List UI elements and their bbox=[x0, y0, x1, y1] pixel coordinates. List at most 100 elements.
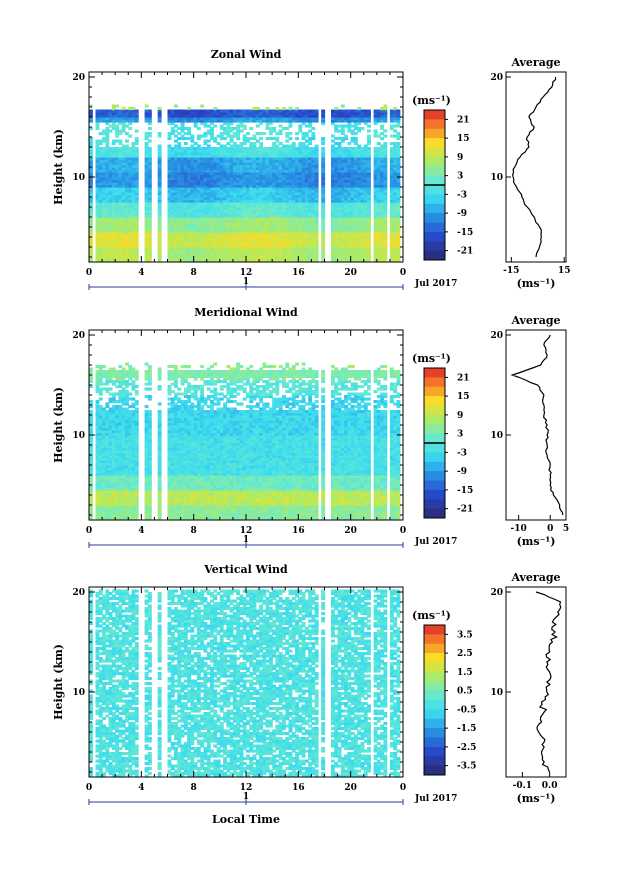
heatmap-cell bbox=[183, 159, 188, 163]
heatmap-cell bbox=[291, 182, 296, 186]
heatmap-cell bbox=[380, 249, 384, 253]
heatmap-cell bbox=[268, 172, 273, 176]
heatmap-cell bbox=[396, 169, 401, 173]
heatmap-cell bbox=[291, 144, 296, 148]
heatmap-cell bbox=[288, 159, 293, 163]
heatmap-cell bbox=[180, 124, 185, 128]
heatmap-cell bbox=[105, 182, 110, 186]
heatmap-cell bbox=[89, 417, 93, 421]
heatmap-cell bbox=[170, 154, 175, 158]
heatmap-cell bbox=[242, 254, 247, 258]
heatmap-cell bbox=[393, 142, 398, 146]
heatmap-cell bbox=[311, 174, 316, 178]
heatmap-cell bbox=[102, 257, 106, 261]
heatmap-cell bbox=[206, 229, 211, 233]
heatmap-cell bbox=[102, 497, 106, 501]
heatmap-cell bbox=[128, 119, 133, 123]
heatmap-cell bbox=[308, 217, 312, 221]
heatmap-cell bbox=[314, 249, 319, 253]
heatmap-cell bbox=[200, 204, 205, 208]
heatmap-cell bbox=[301, 169, 306, 173]
heatmap-cell bbox=[167, 227, 172, 231]
heatmap-cell bbox=[206, 224, 211, 228]
heatmap-cell bbox=[213, 239, 218, 243]
heatmap-cell bbox=[187, 239, 191, 243]
heatmap-cell bbox=[180, 114, 185, 118]
heatmap-cell bbox=[340, 169, 345, 173]
heatmap-cell bbox=[367, 157, 371, 161]
heatmap-cell bbox=[203, 202, 208, 206]
heatmap-cell bbox=[206, 172, 211, 176]
heatmap-cell bbox=[331, 249, 335, 253]
heatmap-cell bbox=[180, 127, 185, 131]
heatmap-cell bbox=[396, 157, 401, 161]
heatmap-cell bbox=[347, 184, 352, 188]
heatmap-cell bbox=[350, 207, 355, 211]
heatmap-cell bbox=[118, 167, 123, 171]
heatmap-cell bbox=[223, 122, 227, 126]
heatmap-cell bbox=[249, 184, 254, 188]
heatmap-cell bbox=[301, 224, 306, 228]
heatmap-cell bbox=[255, 152, 260, 156]
heatmap-cell bbox=[115, 192, 120, 196]
heatmap-cell bbox=[95, 450, 100, 454]
heatmap-cell bbox=[304, 229, 309, 233]
heatmap-cell bbox=[223, 244, 227, 248]
heatmap-cell bbox=[95, 485, 100, 489]
heatmap-cell bbox=[389, 177, 394, 181]
heatmap-cell bbox=[321, 217, 326, 221]
heatmap-cell bbox=[206, 152, 211, 156]
heatmap-cell bbox=[213, 154, 218, 158]
heatmap-cell bbox=[108, 212, 113, 216]
heatmap-cell bbox=[334, 184, 339, 188]
heatmap-cell bbox=[285, 197, 290, 201]
heatmap-cell bbox=[187, 164, 191, 168]
heatmap-cell bbox=[229, 149, 234, 153]
heatmap-cell bbox=[295, 229, 299, 233]
heatmap-cell bbox=[389, 114, 394, 118]
heatmap-cell bbox=[246, 214, 250, 218]
heatmap-cell bbox=[272, 184, 277, 188]
heatmap-cell bbox=[170, 224, 175, 228]
heatmap-cell bbox=[350, 217, 355, 221]
heatmap-cell bbox=[334, 254, 339, 258]
heatmap-cell bbox=[125, 112, 129, 116]
heatmap-cell bbox=[134, 249, 139, 253]
heatmap-cell bbox=[282, 209, 286, 213]
heatmap-cell bbox=[236, 134, 241, 138]
heatmap-cell bbox=[102, 480, 106, 484]
heatmap-cell bbox=[203, 159, 208, 163]
heatmap-cell bbox=[376, 249, 381, 253]
heatmap-cell bbox=[170, 244, 175, 248]
heatmap-cell bbox=[131, 234, 136, 238]
heatmap-cell bbox=[177, 184, 182, 188]
heatmap-cell bbox=[376, 159, 381, 163]
heatmap-cell bbox=[334, 124, 339, 128]
heatmap-cell bbox=[285, 109, 290, 113]
heatmap-cell bbox=[180, 217, 185, 221]
heatmap-cell bbox=[196, 177, 201, 181]
heatmap-cell bbox=[118, 184, 123, 188]
heatmap-cell bbox=[285, 112, 290, 116]
heatmap-cell bbox=[252, 239, 257, 243]
heatmap-cell bbox=[128, 232, 133, 236]
heatmap-cell bbox=[144, 209, 149, 213]
heatmap-cell bbox=[252, 212, 257, 216]
heatmap-cell bbox=[131, 112, 136, 116]
heatmap-cell bbox=[252, 152, 257, 156]
heatmap-cell bbox=[95, 239, 100, 243]
heatmap-cell bbox=[147, 239, 152, 243]
heatmap-cell bbox=[183, 167, 188, 171]
heatmap-cell bbox=[210, 167, 214, 171]
heatmap-cell bbox=[282, 107, 286, 111]
heatmap-cell bbox=[95, 505, 100, 509]
heatmap-cell bbox=[98, 167, 103, 171]
heatmap-cell bbox=[157, 197, 162, 201]
colorbar-segment bbox=[424, 241, 445, 252]
heatmap-cell bbox=[347, 259, 352, 263]
heatmap-cell bbox=[268, 229, 273, 233]
heatmap-cell bbox=[121, 202, 126, 206]
heatmap-cell bbox=[252, 172, 257, 176]
heatmap-cell bbox=[304, 214, 309, 218]
heatmap-cell bbox=[353, 192, 358, 196]
